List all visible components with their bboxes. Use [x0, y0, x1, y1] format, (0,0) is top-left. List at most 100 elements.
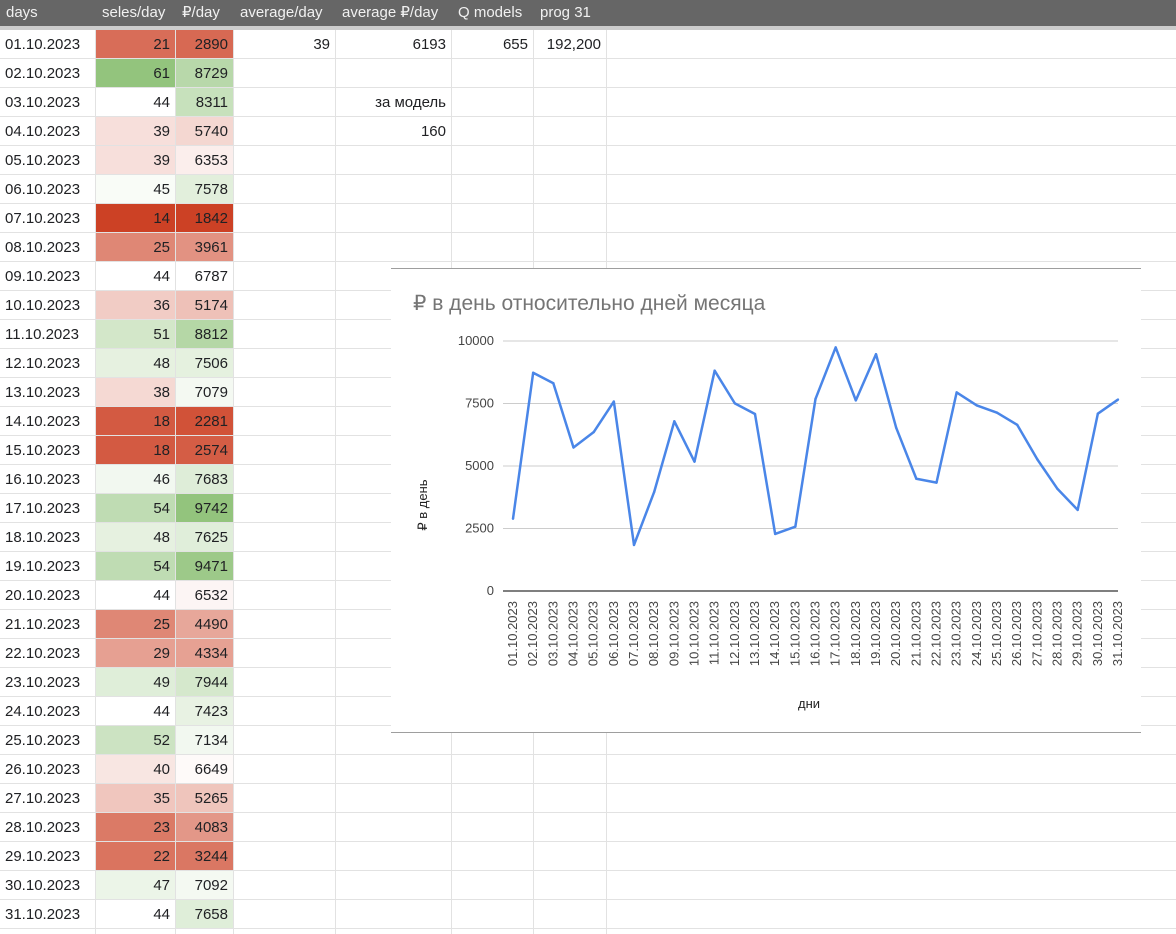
- cell[interactable]: 03.10.2023: [0, 88, 96, 116]
- cell[interactable]: 18.10.2023: [0, 523, 96, 551]
- cell[interactable]: 655: [452, 30, 534, 58]
- cell[interactable]: 23: [96, 813, 176, 841]
- cell[interactable]: 6787: [176, 262, 234, 290]
- cell[interactable]: 38: [96, 378, 176, 406]
- cell[interactable]: 45: [96, 175, 176, 203]
- cell[interactable]: 16.10.2023: [0, 465, 96, 493]
- cell[interactable]: 6353: [176, 146, 234, 174]
- data-point[interactable]: [632, 543, 636, 547]
- data-point[interactable]: [854, 399, 858, 402]
- cell[interactable]: 25: [96, 233, 176, 261]
- cell[interactable]: 44: [96, 262, 176, 290]
- data-point[interactable]: [995, 411, 999, 414]
- cell[interactable]: 18: [96, 407, 176, 435]
- column-header[interactable]: average ₽/day: [342, 4, 439, 21]
- column-header[interactable]: average/day: [240, 4, 323, 21]
- column-header[interactable]: seles/day: [102, 4, 166, 21]
- cell[interactable]: 44: [96, 697, 176, 725]
- data-point[interactable]: [1036, 458, 1039, 461]
- data-point[interactable]: [612, 400, 616, 403]
- cell[interactable]: 21: [96, 30, 176, 58]
- cell[interactable]: 28.10.2023: [0, 813, 96, 841]
- cell[interactable]: 10.10.2023: [0, 291, 96, 319]
- cell[interactable]: 09.10.2023: [0, 262, 96, 290]
- cell[interactable]: 48: [96, 523, 176, 551]
- cell[interactable]: 54: [96, 494, 176, 522]
- cell[interactable]: 160: [336, 117, 452, 145]
- data-point[interactable]: [733, 402, 737, 405]
- cell[interactable]: 24.10.2023: [0, 697, 96, 725]
- cell[interactable]: 51: [96, 320, 176, 348]
- cell[interactable]: 15.10.2023: [0, 436, 96, 464]
- cell[interactable]: 8729: [176, 59, 234, 87]
- cell[interactable]: 5265: [176, 784, 234, 812]
- cell[interactable]: 3961: [176, 233, 234, 261]
- cell[interactable]: 36: [96, 291, 176, 319]
- cell[interactable]: 29.10.2023: [0, 842, 96, 870]
- cell[interactable]: 12.10.2023: [0, 349, 96, 377]
- cell[interactable]: 26.10.2023: [0, 755, 96, 783]
- cell[interactable]: 05.10.2023: [0, 146, 96, 174]
- data-point[interactable]: [773, 532, 777, 536]
- cell[interactable]: 01.10.2023: [0, 30, 96, 58]
- data-point[interactable]: [1116, 398, 1120, 401]
- cell[interactable]: 11.10.2023: [0, 320, 96, 348]
- cell[interactable]: 14: [96, 204, 176, 232]
- data-point[interactable]: [713, 369, 716, 372]
- cell[interactable]: 25: [96, 610, 176, 638]
- cell[interactable]: 7134: [176, 726, 234, 754]
- cell[interactable]: 23.10.2023: [0, 668, 96, 696]
- cell[interactable]: 7578: [176, 175, 234, 203]
- column-header[interactable]: prog 31: [540, 4, 591, 21]
- cell[interactable]: 44: [96, 581, 176, 609]
- cell[interactable]: 7506: [176, 349, 234, 377]
- cell[interactable]: 35: [96, 784, 176, 812]
- cell[interactable]: 4334: [176, 639, 234, 667]
- data-point[interactable]: [592, 430, 595, 434]
- cell[interactable]: 7423: [176, 697, 234, 725]
- series-line[interactable]: [511, 346, 1119, 547]
- cell[interactable]: 7625: [176, 523, 234, 551]
- cell[interactable]: 1842: [176, 204, 234, 232]
- data-point[interactable]: [975, 404, 979, 407]
- column-header[interactable]: ₽/day: [182, 4, 220, 21]
- cell[interactable]: 5174: [176, 291, 234, 319]
- data-point[interactable]: [915, 477, 918, 480]
- cell[interactable]: 54: [96, 552, 176, 580]
- cell[interactable]: 22.10.2023: [0, 639, 96, 667]
- cell[interactable]: 14.10.2023: [0, 407, 96, 435]
- cell[interactable]: 5740: [176, 117, 234, 145]
- cell[interactable]: 17.10.2023: [0, 494, 96, 522]
- cell[interactable]: 47: [96, 871, 176, 899]
- cell[interactable]: 27.10.2023: [0, 784, 96, 812]
- cell[interactable]: 20.10.2023: [0, 581, 96, 609]
- cell[interactable]: за модель: [336, 88, 452, 116]
- cell[interactable]: 7092: [176, 871, 234, 899]
- cell[interactable]: 48: [96, 349, 176, 377]
- cell[interactable]: 40: [96, 755, 176, 783]
- data-point[interactable]: [1015, 423, 1019, 426]
- cell[interactable]: 25.10.2023: [0, 726, 96, 754]
- cell[interactable]: 7944: [176, 668, 234, 696]
- cell[interactable]: 39: [96, 117, 176, 145]
- cell[interactable]: 49: [96, 668, 176, 696]
- cell[interactable]: 2890: [176, 30, 234, 58]
- cell[interactable]: 02.10.2023: [0, 59, 96, 87]
- cell[interactable]: 29: [96, 639, 176, 667]
- cell[interactable]: 9742: [176, 494, 234, 522]
- cell[interactable]: 22: [96, 842, 176, 870]
- cell[interactable]: 4490: [176, 610, 234, 638]
- cell[interactable]: 46: [96, 465, 176, 493]
- data-point[interactable]: [552, 382, 555, 385]
- data-point[interactable]: [531, 371, 535, 374]
- cell[interactable]: 30.10.2023: [0, 871, 96, 899]
- cell[interactable]: 61: [96, 59, 176, 87]
- cell[interactable]: 44: [96, 900, 176, 928]
- data-point[interactable]: [572, 446, 575, 449]
- data-point[interactable]: [874, 353, 878, 356]
- cell[interactable]: 8812: [176, 320, 234, 348]
- cell[interactable]: 7683: [176, 465, 234, 493]
- data-point[interactable]: [652, 490, 656, 494]
- data-point[interactable]: [894, 426, 898, 429]
- cell[interactable]: 2281: [176, 407, 234, 435]
